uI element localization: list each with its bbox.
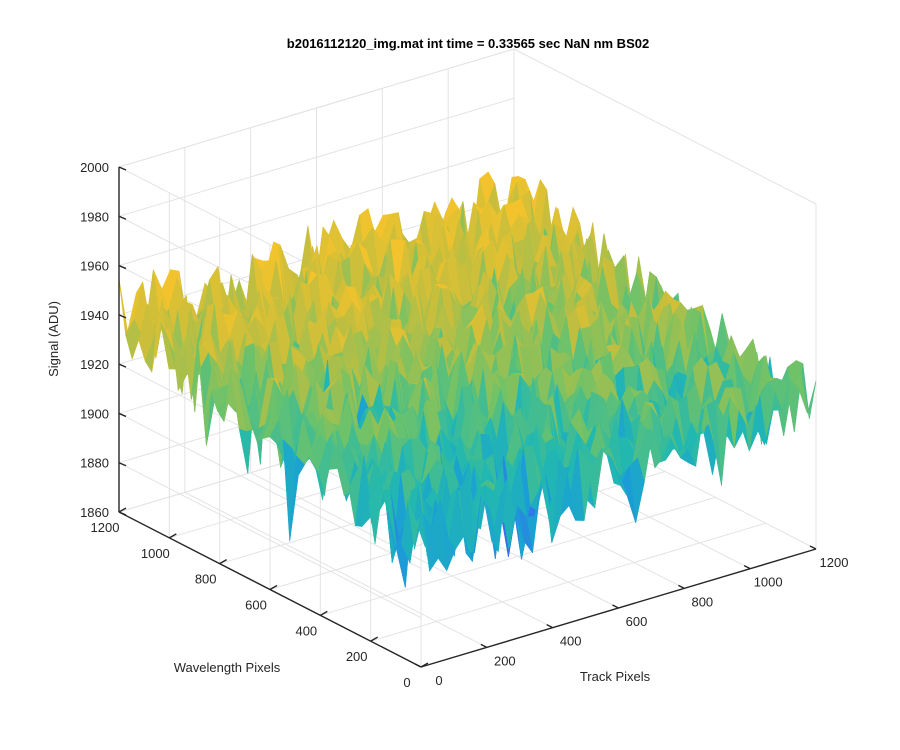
x-tick-label: 0 bbox=[435, 673, 442, 688]
x-tick-label: 800 bbox=[691, 594, 713, 609]
y-tick-label: 600 bbox=[245, 598, 267, 613]
z-tick-label: 1880 bbox=[80, 456, 109, 471]
box-edge bbox=[118, 48, 515, 168]
grid-line bbox=[118, 147, 515, 267]
x-tick-label: 1000 bbox=[754, 575, 783, 590]
y-tick bbox=[319, 610, 328, 616]
z-tick bbox=[118, 412, 127, 418]
chart-title: b2016112120_img.mat int time = 0.33565 s… bbox=[287, 36, 649, 51]
y-tick bbox=[118, 507, 127, 513]
z-tick bbox=[118, 215, 127, 220]
y-tick-label: 0 bbox=[403, 675, 410, 690]
grid-line bbox=[370, 522, 766, 642]
z-tick-label: 1860 bbox=[80, 505, 109, 520]
z-tick bbox=[118, 462, 127, 467]
grid-line bbox=[320, 496, 716, 616]
x-tick bbox=[480, 643, 488, 648]
z-tick bbox=[118, 363, 127, 368]
axes-layer bbox=[118, 166, 817, 668]
y-tick bbox=[420, 662, 429, 668]
z-tick bbox=[118, 264, 127, 270]
y-tick bbox=[168, 533, 177, 539]
x-tick-label: 200 bbox=[494, 653, 516, 668]
x-tick bbox=[678, 584, 685, 589]
y-tick bbox=[269, 584, 278, 591]
x-tick bbox=[414, 663, 422, 668]
z-tick-label: 1920 bbox=[80, 357, 109, 372]
y-tick-label: 400 bbox=[295, 623, 317, 638]
z-tick-label: 1960 bbox=[80, 259, 109, 274]
y-tick-label: 1000 bbox=[141, 546, 170, 561]
z-tick-label: 1940 bbox=[80, 308, 109, 323]
z-tick bbox=[118, 314, 127, 319]
y-tick-label: 1200 bbox=[91, 520, 120, 535]
ticks-layer: 0 200 400 600 800 1000 1200 0 200 400 600 800 1000 12… bbox=[80, 160, 848, 690]
x-tick-label: 1200 bbox=[820, 555, 849, 570]
x-tick bbox=[809, 545, 817, 550]
box-edge bbox=[513, 48, 817, 205]
x-axis-label: Track Pixels bbox=[580, 669, 651, 684]
x-tick bbox=[612, 604, 619, 609]
z-tick-label: 2000 bbox=[80, 160, 109, 175]
surface-patch bbox=[414, 512, 430, 572]
x-tick-label: 400 bbox=[560, 634, 582, 649]
x-tick-label: 600 bbox=[626, 614, 648, 629]
y-tick-label: 800 bbox=[195, 572, 217, 587]
surface-layer bbox=[118, 171, 817, 588]
z-tick-label: 1980 bbox=[80, 209, 109, 224]
y-axis-label: Wavelength Pixels bbox=[174, 660, 281, 675]
x-tick bbox=[743, 565, 751, 570]
y-tick bbox=[370, 636, 379, 642]
z-tick-label: 1900 bbox=[80, 406, 109, 421]
y-tick bbox=[219, 559, 228, 565]
z-axis-label: Signal (ADU) bbox=[46, 301, 61, 377]
grid-line bbox=[118, 97, 515, 217]
x-tick bbox=[546, 624, 553, 629]
y-tick-label: 200 bbox=[346, 649, 368, 664]
z-tick bbox=[118, 166, 127, 171]
z-tick bbox=[118, 511, 127, 516]
grid-line bbox=[118, 412, 422, 569]
grid-line bbox=[118, 462, 422, 619]
